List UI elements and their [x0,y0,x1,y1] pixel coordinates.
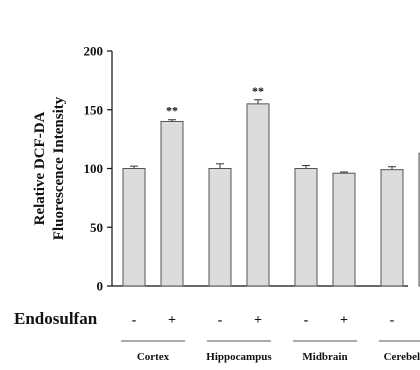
y-tick-label: 200 [84,44,104,59]
significance-markers: ***** [166,84,264,118]
group-labels: Cortex Hippocampus Midbrain Cerebellum [137,351,420,363]
bar-midbrain-control [294,168,318,287]
y-axis-title-line-2: Fluorescence Intensity [51,96,67,240]
y-tick-label: 150 [84,102,104,117]
bar-midbrain-treated [332,172,356,287]
treatment-label: + [340,313,348,328]
treatment-label: + [254,313,262,328]
y-tick-label: 0 [97,279,104,294]
group-label-midbrain: Midbrain [302,351,347,363]
bar-hippocampus-control [208,168,232,287]
significance-marker: ** [166,104,178,118]
y-ticks: 0 50 100 150 200 [84,44,112,294]
significance-marker: ** [252,84,264,98]
treatment-label: - [218,313,223,328]
bars [122,103,420,287]
bar-cortex-control [122,168,146,287]
treatment-label: + [168,313,176,328]
y-tick-label: 100 [84,161,104,176]
group-label-cortex: Cortex [137,351,170,363]
bar-hippocampus-treated [246,103,270,287]
group-label-cerebellum: Cerebellum [384,351,420,363]
treatment-label: - [304,313,309,328]
treatment-label: - [132,313,137,328]
bar-cerebellum-control [380,169,404,287]
error-bars [130,99,396,174]
treatment-label: - [390,313,395,328]
condition-label: Endosulfan [14,309,98,328]
bar-cortex-treated [160,121,184,287]
y-axis-title: Relative DCF-DA Fluorescence Intensity [32,96,67,240]
treatment-labels: -+-+-+-+ [132,313,395,328]
y-axis-title-line-1: Relative DCF-DA [32,111,48,225]
group-label-hippocampus: Hippocampus [206,351,272,363]
y-tick-label: 50 [90,220,103,235]
